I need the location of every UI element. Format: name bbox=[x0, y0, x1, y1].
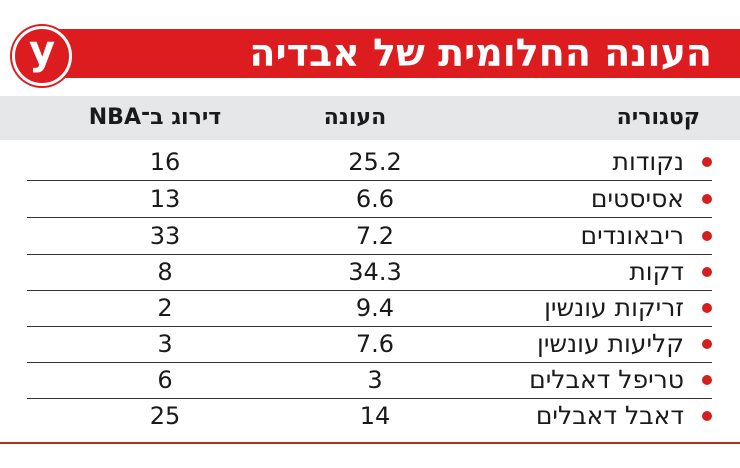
bullet-icon bbox=[702, 339, 712, 349]
season-cell: 14 bbox=[359, 402, 391, 430]
ynet-logo-icon: y bbox=[12, 26, 72, 86]
bullet-icon bbox=[702, 303, 712, 313]
category-cell: זריקות עונשין bbox=[544, 293, 684, 322]
table-row: נקודות 25.2 16 bbox=[27, 144, 712, 181]
rank-cell: 13 bbox=[149, 185, 181, 213]
table-row: אסיסטים 6.6 13 bbox=[27, 181, 712, 218]
rank-cell: 16 bbox=[149, 148, 181, 176]
table-row: דקות 34.3 8 bbox=[27, 254, 712, 291]
rank-cell: 25 bbox=[149, 402, 181, 430]
column-header-nba-rank: דירוג ב־NBA bbox=[88, 105, 222, 130]
season-cell: 7.2 bbox=[355, 222, 395, 250]
season-cell: 9.4 bbox=[355, 294, 395, 322]
season-cell: 3 bbox=[367, 366, 383, 394]
rank-cell: 3 bbox=[157, 330, 173, 358]
rank-cell: 8 bbox=[157, 258, 173, 286]
rank-cell: 2 bbox=[157, 294, 173, 322]
bottom-divider bbox=[0, 442, 740, 444]
category-cell: קליעות עונשין bbox=[537, 329, 684, 358]
category-cell: ריבאונדים bbox=[580, 221, 684, 250]
column-header-category: קטגוריה bbox=[616, 105, 700, 130]
rank-cell: 6 bbox=[157, 366, 173, 394]
title-bar: העונה החלומית של אבדיה bbox=[55, 29, 740, 78]
bullet-icon bbox=[702, 231, 712, 241]
table-row: קליעות עונשין 7.6 3 bbox=[27, 326, 712, 363]
bullet-icon bbox=[702, 375, 712, 385]
table-header bbox=[0, 96, 740, 140]
category-cell: אסיסטים bbox=[590, 184, 684, 213]
table-row: זריקות עונשין 9.4 2 bbox=[27, 290, 712, 327]
season-cell: 34.3 bbox=[348, 258, 402, 286]
bullet-icon bbox=[702, 267, 712, 277]
table-row: טריפל דאבלים 3 6 bbox=[27, 362, 712, 399]
bullet-icon bbox=[702, 411, 712, 421]
season-cell: 6.6 bbox=[355, 185, 395, 213]
column-header-season: העונה bbox=[323, 105, 387, 130]
season-cell: 7.6 bbox=[355, 330, 395, 358]
category-cell: דקות bbox=[629, 257, 684, 286]
bullet-icon bbox=[702, 157, 712, 167]
category-cell: טריפל דאבלים bbox=[529, 365, 684, 394]
bullet-icon bbox=[702, 194, 712, 204]
table-row: ריבאונדים 7.2 33 bbox=[27, 218, 712, 255]
category-cell: דאבל דאבלים bbox=[535, 401, 684, 430]
category-cell: נקודות bbox=[612, 147, 684, 176]
page-title: העונה החלומית של אבדיה bbox=[249, 31, 712, 75]
season-cell: 25.2 bbox=[348, 148, 402, 176]
table-row: דאבל דאבלים 14 25 bbox=[27, 398, 712, 434]
rank-cell: 33 bbox=[149, 222, 181, 250]
